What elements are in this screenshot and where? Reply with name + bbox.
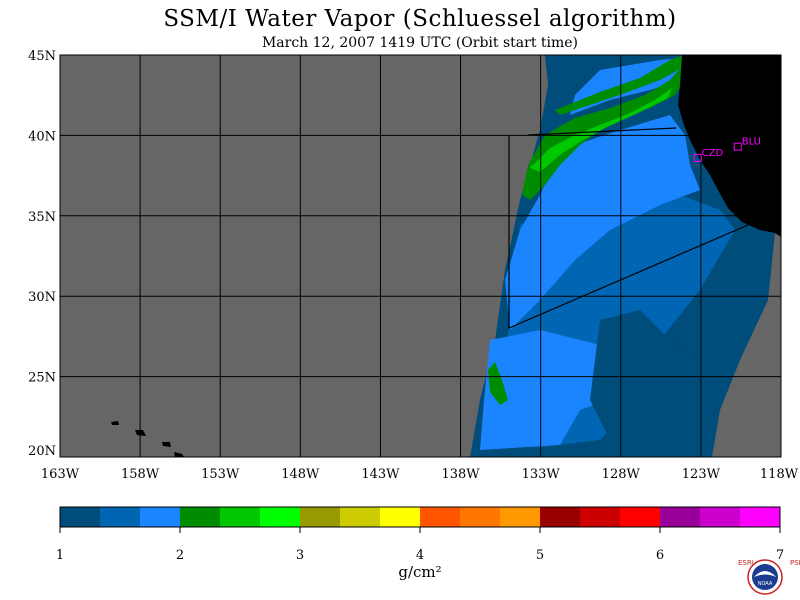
colorbar-swatch	[380, 507, 421, 527]
longitude-label: 148W	[281, 467, 320, 482]
moisture-band-green	[522, 63, 686, 200]
colorbar-tick-label: 7	[776, 548, 784, 563]
colorbar-tick-labels: 1 2 3 4 5 6 7	[56, 527, 784, 563]
longitude-label: 123W	[682, 467, 721, 482]
colorbar-swatch	[340, 507, 381, 527]
noaa-badge-inner	[752, 564, 778, 590]
map-frame	[59, 54, 782, 458]
colorbar-tick-label: 6	[656, 548, 664, 563]
colorbar-swatch	[540, 507, 581, 527]
longitude-label: 143W	[361, 467, 400, 482]
colorbar-tick-label: 5	[536, 548, 544, 563]
map-subtitle: March 12, 2007 1419 UTC (Orbit start tim…	[261, 35, 579, 51]
colorbar-tick-label: 3	[296, 548, 304, 563]
colorbar-tick-label: 4	[416, 548, 424, 563]
logo-right-letters: PSD	[790, 559, 800, 567]
longitude-label: 153W	[201, 467, 240, 482]
land-hawaii-1	[111, 421, 119, 425]
colorbar-swatch	[220, 507, 261, 527]
map-area: CZD BLU	[59, 54, 782, 458]
latitude-label: 20N	[28, 444, 56, 459]
colorbar-swatch	[460, 507, 501, 527]
latitude-label: 30N	[28, 290, 56, 305]
land-hawaii-3	[162, 442, 171, 447]
longitude-label: 163W	[41, 467, 80, 482]
site-markers: CZD BLU	[693, 137, 761, 162]
land-hawaii-4	[174, 452, 184, 457]
longitude-label: 158W	[121, 467, 160, 482]
colorbar-swatch	[420, 507, 461, 527]
moisture-band-bright-green	[530, 88, 672, 172]
colorbar-swatch	[660, 507, 701, 527]
svg-text:ESRL: ESRL	[738, 559, 756, 567]
orbit-top-line	[527, 127, 677, 136]
latitude-label: 35N	[28, 210, 56, 225]
colorbar-tick-label: 2	[176, 548, 184, 563]
colorbar-swatch	[140, 507, 181, 527]
longitude-labels: 163W 158W 153W 148W 143W 138W 133W 128W 123W 118W	[41, 467, 799, 482]
colorbar-unit-label: g/cm²	[398, 563, 442, 581]
colorbar	[59, 506, 781, 528]
noaa-badge-text: NOAA	[758, 581, 773, 587]
swath-dark-patch	[590, 310, 700, 440]
site-marker-blu	[733, 142, 742, 151]
longitude-label: 118W	[760, 467, 799, 482]
longitude-label: 138W	[441, 467, 480, 482]
latitude-label: 25N	[28, 371, 56, 386]
colorbar-swatch	[700, 507, 741, 527]
colorbar-swatch	[300, 507, 341, 527]
noaa-bird-shape	[754, 571, 776, 577]
colorbar-tick-label: 1	[56, 548, 64, 563]
longitude-label: 133W	[522, 467, 561, 482]
site-label-blu: BLU	[742, 137, 761, 148]
longitude-label: 128W	[602, 467, 641, 482]
colorbar-swatch	[500, 507, 541, 527]
logo-left-letters: ESRL	[738, 559, 756, 567]
site-label-czd: CZD	[702, 148, 724, 159]
noaa-esrl-psd-logo: ESRL NOAA PSD	[738, 559, 800, 595]
colorbar-swatch	[100, 507, 141, 527]
latitude-label: 40N	[28, 129, 56, 144]
svg-text:PSD: PSD	[790, 559, 800, 567]
land-north-america	[678, 55, 781, 237]
latitude-labels: 45N 40N 35N 30N 25N 20N	[28, 49, 56, 459]
latitude-label: 45N	[28, 49, 56, 64]
colorbar-swatch	[60, 507, 101, 527]
orbit-track-line	[508, 135, 749, 329]
colorbar-swatch	[620, 507, 661, 527]
lat-lon-grid	[60, 55, 781, 457]
colorbar-swatch	[260, 507, 301, 527]
map-title: SSM/I Water Vapor (Schluessel algorithm)	[163, 6, 677, 32]
site-marker-czd	[693, 153, 702, 162]
colorbar-swatch	[580, 507, 621, 527]
moisture-band-top	[555, 56, 682, 115]
colorbar-swatch	[740, 507, 781, 527]
colorbar-swatch	[180, 507, 221, 527]
moisture-patch-south	[488, 362, 508, 405]
